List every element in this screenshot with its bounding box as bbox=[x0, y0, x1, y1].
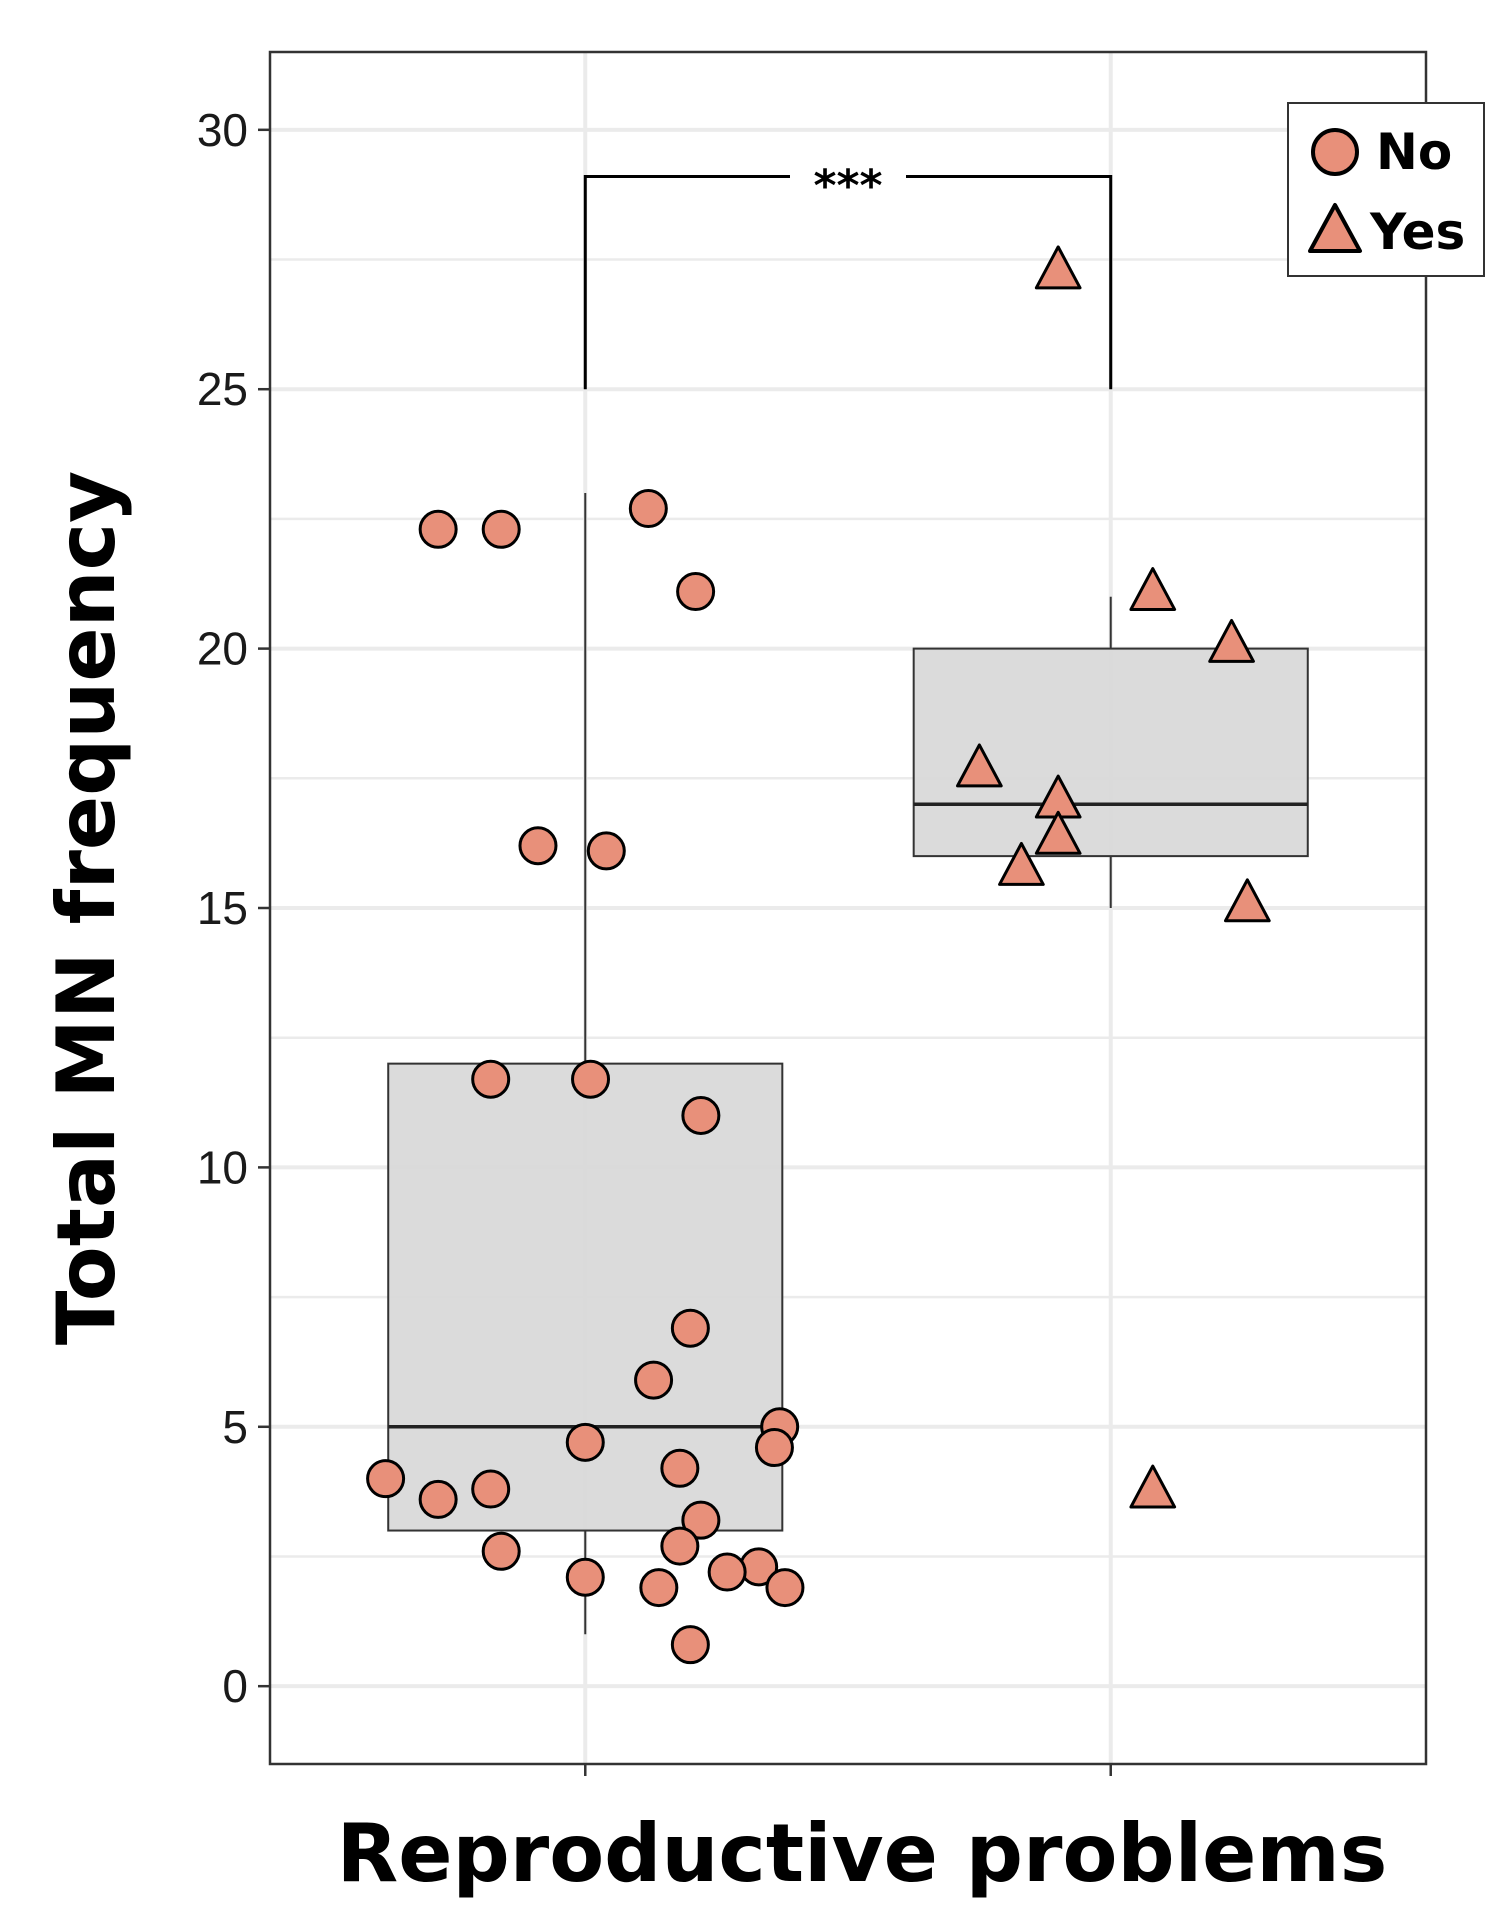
data-point-circle bbox=[628, 489, 668, 529]
axis-layer: 0 5 10 15 20 25 30 bbox=[197, 104, 1112, 1776]
data-point-circle bbox=[418, 509, 458, 549]
legend-circle-icon bbox=[1311, 128, 1359, 176]
data-point-circle bbox=[366, 1459, 406, 1499]
box-layer bbox=[387, 492, 1309, 1635]
data-point-circle bbox=[670, 1308, 710, 1348]
data-point-circle bbox=[565, 1557, 605, 1597]
legend-label-no: No bbox=[1376, 123, 1452, 181]
y-tick-label: 15 bbox=[197, 882, 248, 934]
data-point-circle bbox=[660, 1526, 700, 1566]
data-point-circle bbox=[634, 1360, 674, 1400]
data-point-circle bbox=[481, 509, 521, 549]
data-point-circle bbox=[565, 1422, 605, 1462]
data-point-triangle bbox=[1034, 245, 1082, 290]
data-point-circle bbox=[586, 831, 626, 871]
data-point-circle bbox=[754, 1428, 794, 1468]
y-tick-label: 10 bbox=[197, 1141, 248, 1193]
x-axis-title: Reproductive problems bbox=[337, 1807, 1388, 1900]
y-tick-label: 25 bbox=[197, 363, 248, 415]
data-point-circle bbox=[639, 1568, 679, 1608]
y-tick-label: 20 bbox=[197, 623, 248, 675]
data-point-triangle bbox=[956, 743, 1003, 788]
data-point-triangle bbox=[998, 841, 1045, 886]
significance-label: *** bbox=[813, 161, 882, 212]
data-point-triangle bbox=[1129, 1464, 1177, 1509]
data-point-circle bbox=[660, 1448, 700, 1488]
data-point-triangle bbox=[1223, 878, 1271, 923]
data-point-circle bbox=[481, 1531, 521, 1571]
legend: No Yes bbox=[1287, 102, 1485, 277]
data-point-circle bbox=[471, 1059, 511, 1099]
data-point-circle bbox=[471, 1469, 511, 1509]
data-point-circle bbox=[670, 1625, 710, 1665]
y-tick-label: 30 bbox=[197, 104, 248, 156]
significance-label-background bbox=[790, 154, 906, 199]
data-point-circle bbox=[681, 1096, 721, 1136]
box-iqr bbox=[912, 647, 1309, 858]
data-point-circle bbox=[571, 1059, 611, 1099]
data-point-circle bbox=[707, 1552, 747, 1592]
y-tick-label: 0 bbox=[222, 1660, 248, 1712]
legend-label-yes: Yes bbox=[1369, 203, 1465, 261]
data-point-circle bbox=[518, 826, 558, 866]
data-point-triangle bbox=[1129, 567, 1177, 611]
y-tick-label: 5 bbox=[222, 1401, 248, 1453]
point-layer bbox=[366, 245, 1271, 1665]
significance-layer: *** bbox=[583, 154, 1113, 390]
data-point-circle bbox=[681, 1500, 721, 1540]
data-point-triangle bbox=[1208, 618, 1255, 663]
data-point-circle bbox=[765, 1568, 805, 1608]
data-point-circle bbox=[418, 1479, 458, 1519]
legend-triangle-icon bbox=[1308, 203, 1362, 253]
y-axis-title: Total MN frequency bbox=[40, 471, 133, 1345]
data-point-circle bbox=[676, 572, 716, 612]
data-point-triangle bbox=[1034, 810, 1082, 855]
